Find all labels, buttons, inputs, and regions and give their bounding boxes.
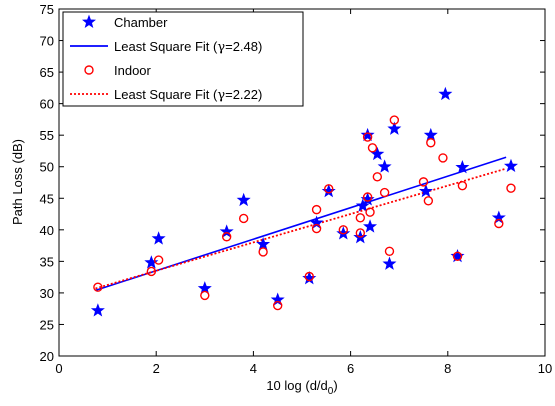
chamber-point: [387, 121, 402, 135]
chamber-point: [151, 231, 166, 245]
chamber-point: [256, 236, 271, 251]
y-tick-label: 40: [40, 223, 54, 238]
legend-marker-0: [82, 14, 96, 28]
x-axis-label-tail: ): [333, 378, 337, 393]
y-tick-label: 45: [40, 191, 54, 206]
y-tick-label: 75: [40, 2, 54, 17]
chamber-point: [377, 159, 392, 173]
chamber-point: [360, 127, 375, 142]
legend-label-tail: =2.22): [225, 87, 262, 102]
chamber-point: [270, 292, 285, 306]
fit-line-1: [95, 156, 507, 292]
indoor-point: [426, 138, 436, 148]
chamber-point: [450, 248, 465, 263]
y-axis-label: Path Loss (dB): [10, 139, 25, 225]
fit-lines: [95, 156, 507, 292]
legend-box: [62, 11, 304, 107]
chamber-point: [382, 256, 397, 270]
chamber-point: [363, 219, 378, 233]
indoor-point: [221, 232, 232, 242]
chamber-point: [438, 86, 453, 101]
chamber-point: [491, 210, 506, 224]
y-tick-label: 60: [40, 97, 54, 112]
legend-label-main: Least Square Fit (: [114, 87, 218, 102]
legend-label-symbol: γ: [217, 88, 225, 103]
indoor-point: [438, 153, 448, 163]
indoor-point: [146, 266, 157, 277]
indoor-point: [273, 300, 283, 311]
indoor-point: [238, 213, 249, 224]
y-tick-label: 35: [40, 254, 54, 269]
legend-label-main: Indoor: [114, 63, 152, 78]
indoor-point: [423, 196, 434, 206]
indoor-point: [200, 290, 210, 301]
x-axis-label-subscript: 0: [328, 386, 334, 397]
indoor-point: [452, 251, 463, 262]
indoor-point: [258, 247, 268, 257]
indoor-point: [153, 255, 164, 265]
indoor-point: [311, 223, 322, 234]
indoor-point: [324, 184, 334, 194]
indoor-point: [338, 225, 349, 235]
chamber-point: [355, 198, 370, 212]
legend-marker-2: [84, 65, 94, 75]
indoor-point: [384, 246, 395, 256]
chamber-point: [336, 226, 351, 240]
indoor-point: [379, 187, 390, 198]
legend-label-2: Indoor: [114, 63, 152, 78]
chamber-point: [144, 255, 159, 269]
x-tick-label: 4: [250, 361, 257, 376]
x-axis-label: 10 log (d/d0): [266, 378, 337, 397]
chamber-point: [309, 215, 324, 229]
indoor-point: [367, 143, 378, 153]
tick-labels: 0 2 4 6 8 10 20 25 30 35 40 45 50 55 60 65 70 75: [40, 2, 553, 376]
y-tick-label: 55: [40, 128, 54, 143]
y-tick-label: 30: [40, 286, 54, 301]
legend-label-1: Least Square Fit (γ=2.48): [114, 39, 262, 55]
indoor-point: [418, 177, 429, 187]
indoor-point: [365, 207, 375, 217]
x-tick-label: 8: [444, 361, 451, 376]
indoor-point: [506, 183, 516, 193]
indoor-point: [304, 271, 314, 282]
indoor-point: [372, 172, 383, 182]
chamber-point: [219, 224, 234, 238]
legend-label-symbol: γ: [217, 40, 225, 55]
x-tick-label: 10: [538, 361, 552, 376]
legend-label-main: Chamber: [114, 15, 168, 30]
indoor-point: [355, 213, 366, 223]
indoor-point: [457, 180, 468, 191]
x-tick-label: 0: [55, 361, 62, 376]
indoor-point: [93, 282, 103, 292]
chamber-point: [423, 127, 438, 142]
indoor-point: [355, 228, 366, 238]
chamber-point: [455, 160, 470, 174]
data-markers: [90, 86, 518, 317]
y-tick-label: 65: [40, 65, 54, 80]
x-tick-label: 6: [347, 361, 354, 376]
chamber-point: [236, 192, 251, 207]
chamber-point: [418, 183, 433, 198]
legend-label-tail: =2.48): [225, 39, 262, 54]
indoor-point: [389, 115, 400, 125]
x-tick-label: 2: [153, 361, 160, 376]
indoor-point: [362, 132, 373, 142]
indoor-point: [311, 204, 322, 215]
y-tick-label: 20: [40, 349, 54, 364]
indoor-point: [362, 192, 373, 202]
y-tick-label: 50: [40, 160, 54, 175]
legend-label-main: Least Square Fit (: [114, 39, 218, 54]
fit-line-3: [95, 167, 507, 290]
chamber-point: [90, 303, 105, 317]
y-tick-label: 25: [40, 317, 54, 332]
legend-label-0: Chamber: [114, 15, 168, 30]
chamber-point: [503, 158, 518, 173]
legend-label-3: Least Square Fit (γ=2.22): [114, 87, 262, 103]
indoor-point: [494, 218, 504, 229]
y-tick-label: 70: [40, 34, 54, 49]
